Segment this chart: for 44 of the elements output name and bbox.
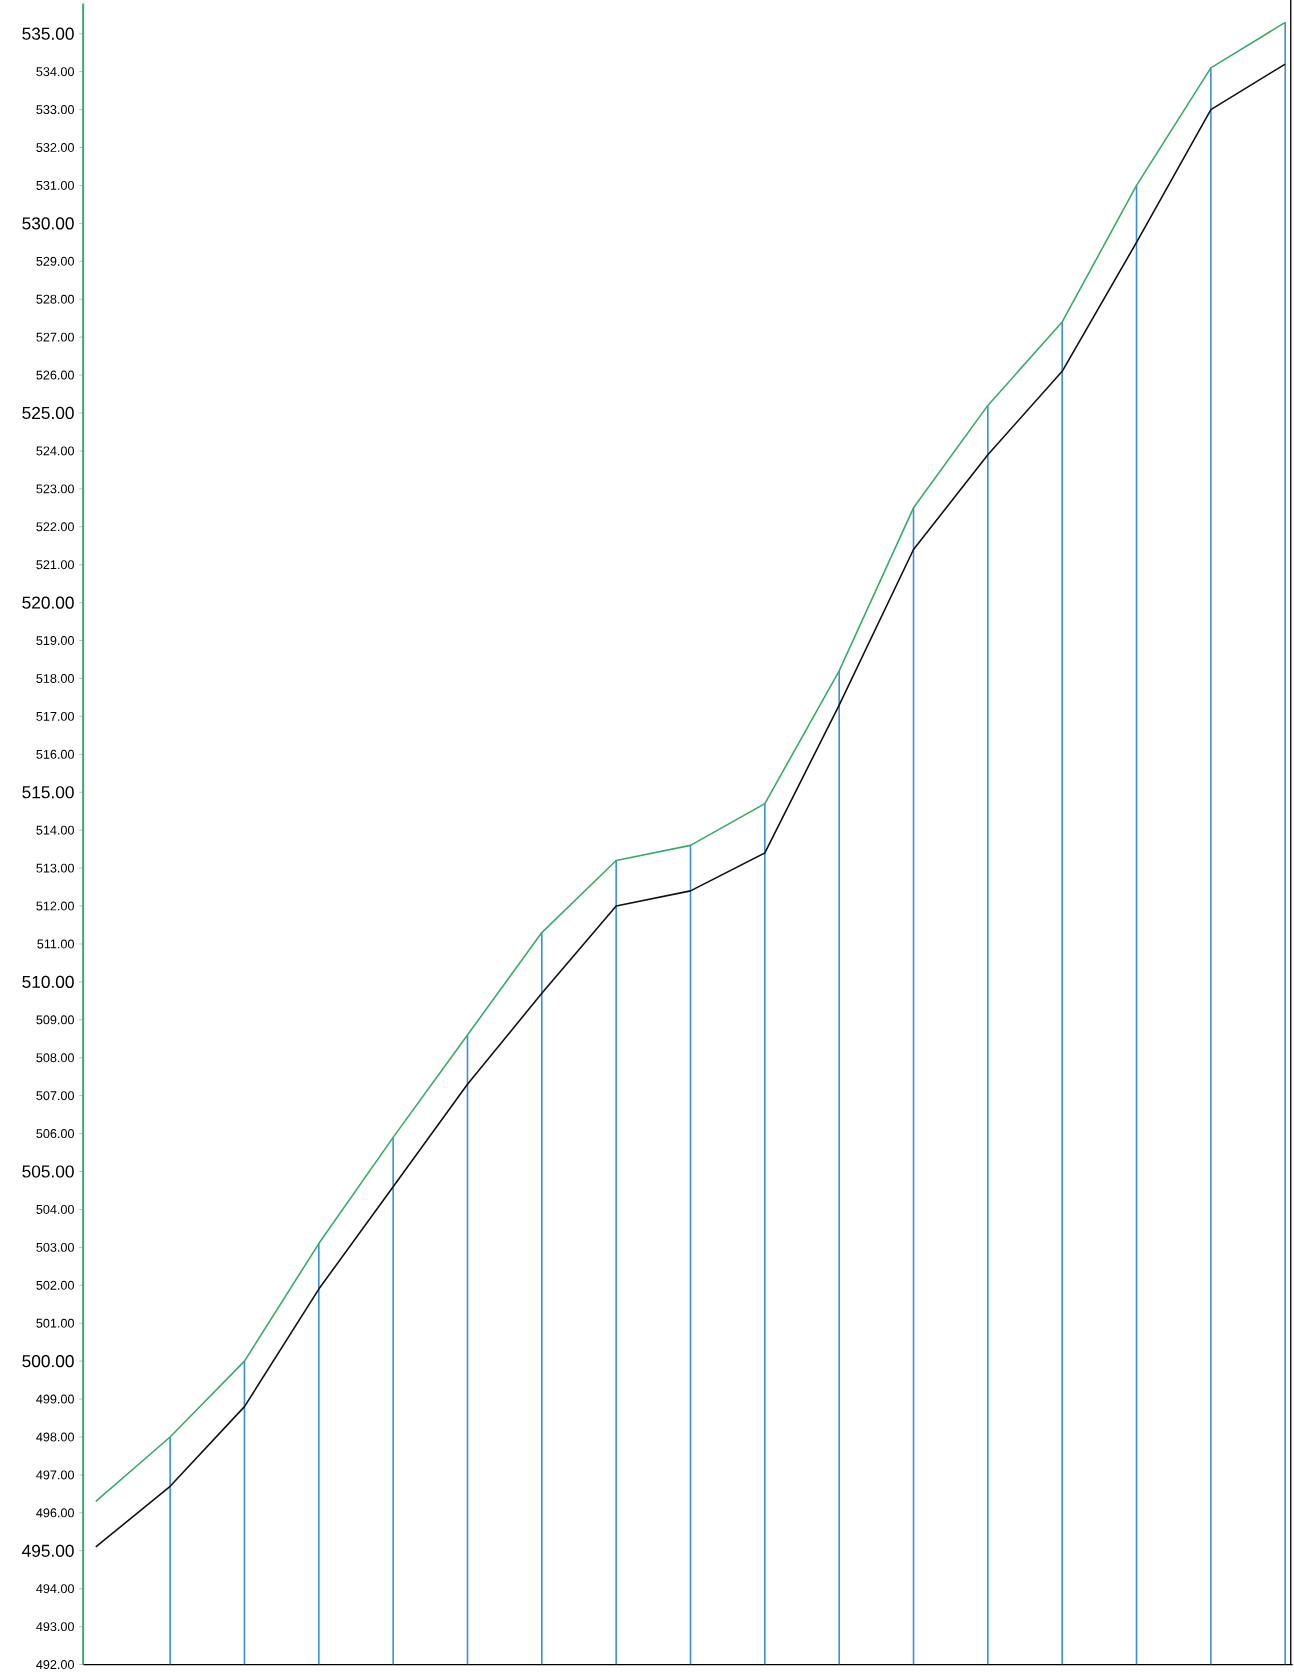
y-tick-label: 523.00 [36, 484, 74, 494]
y-tick-label: 492.00 [36, 1660, 74, 1670]
y-tick-label: 496.00 [36, 1508, 74, 1518]
y-tick-label: 494.00 [36, 1584, 74, 1594]
y-tick-label: 501.00 [36, 1318, 74, 1328]
y-tick-label: 522.00 [36, 522, 74, 532]
y-tick-label: 517.00 [36, 711, 74, 721]
y-tick-label: 493.00 [36, 1622, 74, 1632]
y-tick-label: 505.00 [22, 1165, 74, 1178]
y-tick-label: 495.00 [21, 1544, 74, 1557]
y-tick-label: 515.00 [22, 786, 74, 799]
y-tick-label: 509.00 [36, 1015, 74, 1025]
y-tick-label: 510.00 [22, 975, 74, 988]
y-tick-label: 503.00 [36, 1242, 74, 1252]
y-tick-label: 498.00 [36, 1432, 74, 1442]
y-tick-label: 518.00 [36, 674, 74, 683]
y-tick-label: 508.00 [36, 1053, 74, 1063]
y-tick-label: 499.00 [36, 1394, 74, 1404]
y-tick-label: 532.00 [36, 143, 74, 152]
y-tick-label: 504.00 [36, 1204, 74, 1214]
y-tick-label: 530.00 [22, 217, 74, 230]
y-tick-label: 534.00 [36, 67, 74, 77]
y-tick-label: 526.00 [36, 370, 74, 380]
y-tick-label: 511.00 [37, 939, 74, 949]
y-tick-label: 520.00 [22, 596, 74, 609]
y-tick-label: 500.00 [22, 1355, 74, 1368]
y-tick-label: 516.00 [36, 749, 74, 759]
y-tick-label: 525.00 [22, 406, 74, 420]
y-tick-label: 527.00 [36, 332, 74, 342]
y-tick-label: 519.00 [36, 636, 74, 646]
y-tick-label: 528.00 [36, 294, 74, 304]
y-tick-label: 513.00 [36, 863, 74, 873]
y-tick-label: 531.00 [36, 180, 74, 190]
y-tick-label: 497.00 [36, 1470, 74, 1480]
y-tick-label: 502.00 [36, 1280, 74, 1290]
y-tick-label: 512.00 [36, 901, 74, 911]
y-tick-label: 529.00 [36, 256, 74, 266]
y-tick-label: 521.00 [36, 560, 74, 570]
y-tick-label: 514.00 [36, 825, 74, 835]
y-tick-label: 507.00 [36, 1091, 74, 1101]
y-tick-label: 535.00 [22, 27, 74, 40]
y-tick-label: 506.00 [36, 1129, 74, 1139]
y-tick-label: 533.00 [36, 105, 74, 115]
y-tick-label: 524.00 [36, 446, 74, 456]
